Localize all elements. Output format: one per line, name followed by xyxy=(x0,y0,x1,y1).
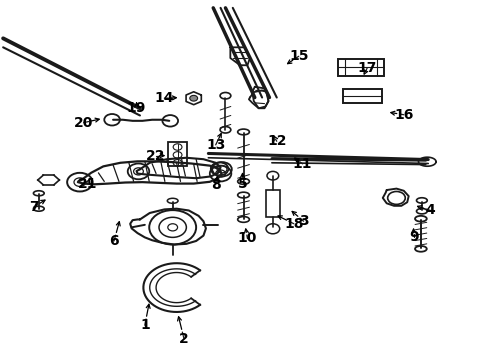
Text: 22: 22 xyxy=(147,149,166,163)
Text: 21: 21 xyxy=(78,177,98,190)
Text: 9: 9 xyxy=(409,230,418,244)
Text: 19: 19 xyxy=(127,101,146,115)
Text: 10: 10 xyxy=(238,231,257,246)
Text: 4: 4 xyxy=(426,203,436,217)
Text: 20: 20 xyxy=(74,116,94,130)
Text: 1: 1 xyxy=(140,318,150,332)
Text: 15: 15 xyxy=(289,49,309,63)
Text: 11: 11 xyxy=(293,157,313,171)
Text: 5: 5 xyxy=(238,177,247,190)
Text: 2: 2 xyxy=(179,332,189,346)
Text: 8: 8 xyxy=(211,178,220,192)
Text: 17: 17 xyxy=(358,61,377,75)
Text: 18: 18 xyxy=(284,217,304,231)
Text: 13: 13 xyxy=(206,138,225,152)
Text: 7: 7 xyxy=(29,200,39,214)
Text: 3: 3 xyxy=(299,214,308,228)
Text: 16: 16 xyxy=(394,108,414,122)
Circle shape xyxy=(190,95,197,101)
Text: 12: 12 xyxy=(267,134,287,148)
Text: 6: 6 xyxy=(109,234,119,248)
Text: 14: 14 xyxy=(155,91,174,105)
